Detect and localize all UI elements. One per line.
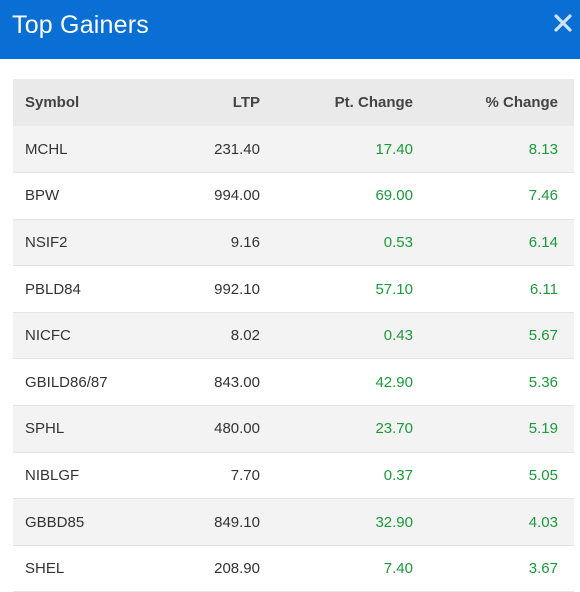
cell-pt-change: 17.40 (375, 140, 413, 158)
table-row[interactable]: GBILD86/87 843.00 42.90 5.36 (13, 358, 574, 406)
cell-pct-change: 5.36 (528, 373, 558, 391)
modal-header: Top Gainers (0, 0, 580, 59)
cell-symbol: PBLD84 (25, 280, 81, 298)
close-icon[interactable] (552, 12, 574, 34)
cell-pt-change: 42.90 (375, 373, 413, 391)
modal-title: Top Gainers (12, 11, 149, 39)
cell-symbol: GBBD85 (25, 513, 85, 531)
cell-pct-change: 8.13 (528, 140, 558, 158)
cell-symbol: NIBLGF (25, 466, 80, 484)
table-row[interactable]: NICFC 8.02 0.43 5.67 (13, 312, 574, 359)
column-header-pct-change[interactable]: % Change (485, 94, 558, 111)
column-header-symbol[interactable]: Symbol (25, 94, 80, 111)
cell-ltp: 231.40 (214, 140, 260, 158)
cell-pt-change: 57.10 (375, 280, 413, 298)
cell-pt-change: 0.37 (383, 466, 413, 484)
column-header-pt-change[interactable]: Pt. Change (334, 94, 413, 111)
cell-pt-change: 69.00 (375, 187, 413, 205)
cell-ltp: 9.16 (230, 233, 260, 251)
cell-symbol: SHEL (25, 560, 65, 578)
cell-ltp: 992.10 (214, 280, 260, 298)
cell-symbol: MCHL (25, 140, 68, 158)
cell-pct-change: 5.19 (528, 420, 558, 438)
table-row[interactable]: GBBD85 849.10 32.90 4.03 (13, 498, 574, 546)
cell-ltp: 849.10 (214, 513, 260, 531)
table-row[interactable]: SPHL 480.00 23.70 5.19 (13, 405, 574, 453)
table-row[interactable]: SHEL 208.90 7.40 3.67 (13, 545, 574, 592)
cell-ltp: 8.02 (230, 327, 260, 345)
cell-pct-change: 6.11 (529, 280, 558, 298)
column-header-ltp[interactable]: LTP (232, 94, 260, 111)
table-row[interactable]: BPW 994.00 69.00 7.46 (13, 172, 574, 220)
cell-pt-change: 7.40 (383, 560, 413, 578)
table-row[interactable]: PBLD84 992.10 57.10 6.11 (13, 265, 574, 313)
cell-symbol: SPHL (25, 420, 65, 438)
table-row[interactable]: NIBLGF 7.70 0.37 5.05 (13, 452, 574, 499)
cell-ltp: 480.00 (214, 420, 260, 438)
cell-symbol: NSIF2 (25, 233, 68, 251)
table-row[interactable]: MCHL 231.40 17.40 8.13 (13, 126, 574, 173)
cell-pt-change: 32.90 (375, 513, 413, 531)
cell-pct-change: 7.46 (528, 187, 558, 205)
cell-symbol: NICFC (25, 327, 71, 345)
cell-pt-change: 23.70 (375, 420, 413, 438)
cell-ltp: 208.90 (214, 560, 260, 578)
cell-pct-change: 4.03 (528, 513, 558, 531)
cell-symbol: GBILD86/87 (25, 373, 108, 391)
cell-ltp: 843.00 (214, 373, 260, 391)
cell-pct-change: 3.67 (528, 560, 558, 578)
gainers-table: Symbol LTP Pt. Change % Change MCHL 231.… (13, 79, 574, 592)
cell-symbol: BPW (25, 187, 60, 205)
table-header-row: Symbol LTP Pt. Change % Change (13, 79, 574, 126)
cell-ltp: 7.70 (230, 466, 260, 484)
cell-pt-change: 0.53 (383, 233, 413, 251)
cell-pct-change: 5.67 (528, 327, 558, 345)
cell-pct-change: 6.14 (528, 233, 558, 251)
cell-ltp: 994.00 (214, 187, 260, 205)
cell-pct-change: 5.05 (528, 466, 558, 484)
gainers-table-container: Symbol LTP Pt. Change % Change MCHL 231.… (13, 79, 574, 592)
table-row[interactable]: NSIF2 9.16 0.53 6.14 (13, 219, 574, 266)
cell-pt-change: 0.43 (383, 327, 413, 345)
